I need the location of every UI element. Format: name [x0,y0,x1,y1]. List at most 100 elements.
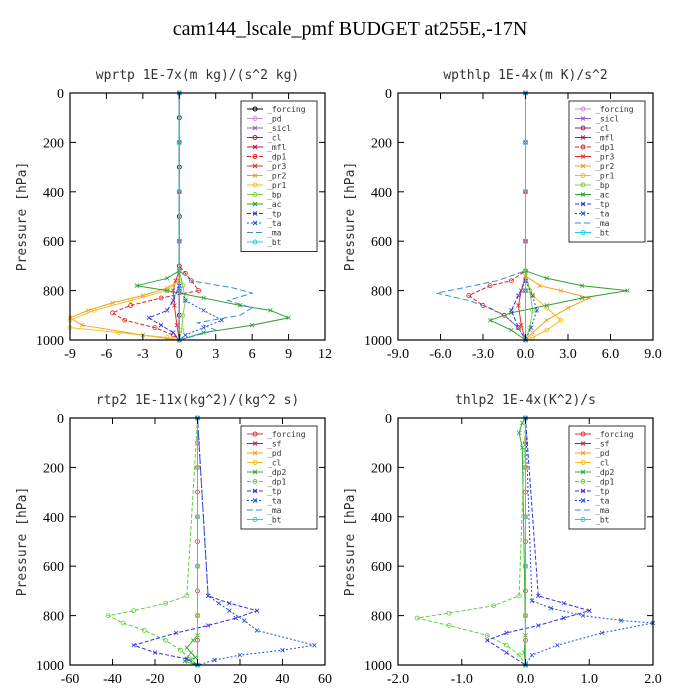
series-bt [195,415,200,668]
series-line [178,93,186,341]
legend-marker [580,450,586,456]
data-point [174,322,180,328]
legend-label: _mfl [595,134,614,143]
x-tick-label: 40 [276,672,290,687]
legend-label: _pr3 [595,153,614,162]
data-point [286,315,291,321]
legend-label: _sicl [267,124,291,133]
legend-marker [580,201,586,207]
data-point [504,650,509,655]
series-bt [176,90,182,343]
data-point [504,630,509,636]
x-tick-label: -3.0 [472,347,494,362]
legend-label: _forcing [267,430,306,439]
data-point [116,330,121,335]
chart-panel-3: rtp2 1E-11x(kg^2)/(kg^2 s) Pressure [hPa]… [15,393,332,687]
data-point [128,303,134,308]
legend-marker [580,154,586,159]
data-point [484,638,490,643]
x-tick-label: 0 [194,672,201,687]
legend-marker [580,173,586,178]
legend-marker [580,441,586,446]
x-tick-label: 0 [176,347,183,362]
legend-marker [580,498,586,503]
series-line [111,93,200,341]
legend-label: _mfl [267,143,286,152]
data-point [189,278,194,284]
legend-marker [252,116,258,121]
data-point [205,623,211,628]
data-point [183,332,188,338]
data-point [176,238,182,244]
legend-marker [252,125,258,131]
series-line [525,417,654,666]
series-pr1 [523,90,564,343]
data-point [178,647,183,653]
legend-label: _pr2 [267,172,286,181]
x-tick-label: 20 [233,672,247,687]
data-point [141,628,147,633]
legend-label: _dp1 [595,143,614,152]
legend-marker [252,488,258,494]
x-tick-label: -60 [61,672,80,687]
series-bt [523,415,528,668]
data-point [480,303,486,308]
data-point [201,308,206,313]
data-point [548,605,554,611]
y-tick-label: 600 [43,235,64,250]
y-tick-label: 800 [43,610,64,625]
y-axis-label: Pressure [hPa] [15,487,30,597]
data-point [146,315,152,321]
data-point [491,603,497,609]
legend-label: _pr2 [595,162,614,171]
y-tick-label: 200 [371,461,392,476]
x-tick-label: 0.0 [517,347,535,362]
data-point [516,430,522,436]
legend-label: _pd [267,449,282,458]
data-point [195,464,200,470]
legend-marker [580,144,586,150]
data-point [219,317,225,323]
legend-box [568,100,646,243]
series-line [517,93,526,341]
data-point [182,298,188,303]
data-point [561,615,567,621]
legend-marker [252,498,258,503]
x-tick-label: 0.0 [517,672,535,687]
legend-label: _bt [267,238,282,247]
data-point [528,325,534,330]
data-point [254,628,260,633]
series-pr2 [67,90,182,343]
legend-label: _pr1 [267,181,286,190]
legend-marker [580,163,586,169]
data-point [544,275,550,281]
series-ma [178,93,254,341]
data-point [535,623,541,628]
y-tick-label: 0 [57,87,64,102]
chart-panel-1: wprtp 1E-7x(m kg)/(s^2 kg) Pressure [hPa]… [15,68,332,362]
data-point [516,593,522,599]
series-line [486,417,592,666]
x-tick-label: -6 [101,347,113,362]
legend-marker [252,431,258,437]
legend-label: _tp [267,210,282,219]
legend-label: _tp [267,487,282,496]
page-title: cam144_lscale_pmf BUDGET at255E,-17N [172,18,528,40]
panel-title: wpthlp 1E-4x(m K)/s^2 [443,68,607,83]
y-axis-label: Pressure [hPa] [15,162,30,272]
legend-label: _pd [595,449,610,458]
legend-label: _forcing [595,430,634,439]
series-line [525,93,534,341]
data-point [196,288,202,294]
x-tick-label: -20 [146,672,165,687]
legend-label: _ta [267,219,282,228]
y-tick-label: 0 [385,87,392,102]
series-line [525,93,562,341]
x-tick-label: 12 [318,347,332,362]
series-line [178,93,254,341]
data-point [170,330,176,335]
legend-marker [580,460,586,465]
legend-label: _ac [595,191,610,200]
legend: _forcing_sf_pd_cl_dp2_dp1_tp_ta_ma_bt [568,425,646,530]
data-point [446,610,452,616]
